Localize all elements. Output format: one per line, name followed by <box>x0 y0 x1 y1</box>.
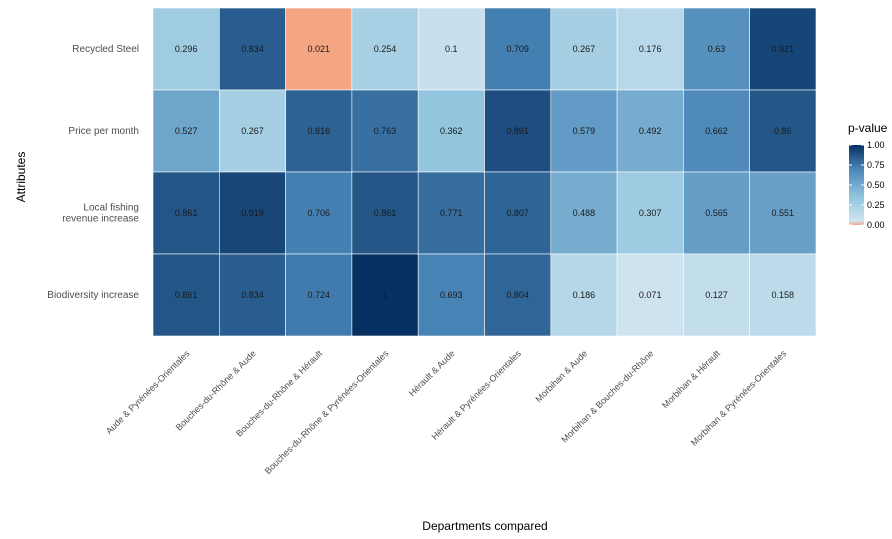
heatmap-cell <box>484 89 552 173</box>
heatmap-cell <box>616 253 684 337</box>
row-labels: Recycled Steel Price per month Local fishi… <box>47 44 139 301</box>
heatmap-cell <box>152 171 220 255</box>
legend-ticks: 1.00 0.75 0.50 0.25 0.00 <box>849 140 885 230</box>
cell-value-label: 0.267 <box>573 44 596 54</box>
heatmap-cells: 0.296 0.834 0.021 0.254 0.1 0.709 0.267 0.176 0.… <box>152 7 817 337</box>
heatmap-cell <box>417 253 485 337</box>
cell-value-label: 0.919 <box>241 208 264 218</box>
heatmap-cell <box>285 171 353 255</box>
heatmap-cell <box>351 7 419 91</box>
heatmap-cell <box>749 171 817 255</box>
heatmap-cell <box>351 253 419 337</box>
cell-value-label: 0.021 <box>308 44 331 54</box>
cell-value-label: 0.662 <box>705 126 728 136</box>
y-axis-title: Attributes <box>14 152 28 203</box>
cell-value-label: 0.891 <box>506 126 529 136</box>
legend-tick-label: 1.00 <box>867 140 885 150</box>
heatmap-cell <box>285 89 353 173</box>
row-label: Biodiversity increase <box>47 290 139 301</box>
heatmap-cell <box>683 171 751 255</box>
cell-value-label: 0.724 <box>308 290 331 300</box>
row-label: Local fishing revenue increase <box>62 203 139 225</box>
heatmap-cell <box>616 7 684 91</box>
cell-value-label: 0.127 <box>705 290 728 300</box>
cell-value-label: 1 <box>382 290 387 300</box>
legend-tick-label: 0.25 <box>867 200 885 210</box>
cell-value-label: 0.527 <box>175 126 198 136</box>
legend: p-value 1.00 0.75 0.50 0.25 0.00 <box>848 121 888 230</box>
legend-tick-label: 0.50 <box>867 180 885 190</box>
cell-value-label: 0.1 <box>445 44 458 54</box>
cell-value-label: 0.706 <box>308 208 331 218</box>
heatmap-cell <box>683 89 751 173</box>
x-axis-title: Departments compared <box>422 519 547 533</box>
cell-value-label: 0.579 <box>573 126 596 136</box>
cell-value-label: 0.804 <box>506 290 529 300</box>
column-label: Morbihan & Hérault <box>660 348 722 410</box>
heatmap-cell <box>749 253 817 337</box>
row-label: Price per month <box>68 126 139 137</box>
heatmap-cell <box>749 89 817 173</box>
heatmap-cell <box>550 253 618 337</box>
cell-value-label: 0.296 <box>175 44 198 54</box>
cell-value-label: 0.709 <box>506 44 529 54</box>
heatmap-cell <box>219 7 286 91</box>
cell-value-label: 0.834 <box>241 290 264 300</box>
heatmap-cell <box>285 7 353 91</box>
legend-tick-label: 0.00 <box>867 220 885 230</box>
heatmap-cell <box>616 171 684 255</box>
heatmap-cell <box>219 89 286 173</box>
heatmap-cell <box>417 7 485 91</box>
heatmap-cell <box>550 89 618 173</box>
cell-value-label: 0.86 <box>774 126 792 136</box>
cell-value-label: 0.307 <box>639 208 662 218</box>
column-labels: Aude & Pyrénées-OrientalesBouches-du-Rhô… <box>104 348 789 476</box>
cell-value-label: 0.693 <box>440 290 463 300</box>
cell-value-label: 0.071 <box>639 290 662 300</box>
cell-value-label: 0.834 <box>241 44 264 54</box>
heatmap-cell <box>484 7 552 91</box>
cell-value-label: 0.921 <box>772 44 795 54</box>
cell-value-label: 0.807 <box>506 208 529 218</box>
heatmap-cell <box>550 171 618 255</box>
cell-value-label: 0.771 <box>440 208 463 218</box>
heatmap-cell <box>417 171 485 255</box>
cell-value-label: 0.861 <box>374 208 397 218</box>
cell-value-label: 0.186 <box>573 290 596 300</box>
cell-value-label: 0.861 <box>175 290 198 300</box>
cell-value-label: 0.763 <box>374 126 397 136</box>
cell-value-label: 0.551 <box>772 208 795 218</box>
cell-value-label: 0.488 <box>573 208 596 218</box>
cell-value-label: 0.267 <box>241 126 264 136</box>
heatmap-cell <box>219 171 286 255</box>
legend-tick-label: 0.75 <box>867 160 885 170</box>
heatmap-cell <box>152 7 220 91</box>
heatmap-cell <box>152 253 220 337</box>
column-label: Morbihan & Aude <box>533 348 589 404</box>
row-label: Recycled Steel <box>72 44 139 55</box>
cell-value-label: 0.362 <box>440 126 463 136</box>
cell-value-label: 0.565 <box>705 208 728 218</box>
cell-value-label: 0.158 <box>772 290 795 300</box>
column-label: Hérault & Aude <box>407 348 457 398</box>
heatmap-cell <box>484 253 552 337</box>
legend-colorbar <box>849 145 864 225</box>
cell-value-label: 0.861 <box>175 208 198 218</box>
cell-value-label: 0.254 <box>374 44 397 54</box>
heatmap-cell <box>683 253 751 337</box>
legend-title: p-value <box>848 121 888 135</box>
column-label: Bouches-du-Rhône & Pyrénées-Orientales <box>263 348 391 476</box>
cell-value-label: 0.176 <box>639 44 662 54</box>
heatmap-cell <box>351 89 419 173</box>
cell-value-label: 0.63 <box>708 44 726 54</box>
heatmap-cell <box>616 89 684 173</box>
heatmap-cell <box>749 7 817 91</box>
cell-value-label: 0.492 <box>639 126 662 136</box>
cell-value-label: 0.816 <box>308 126 331 136</box>
heatmap-cell <box>417 89 485 173</box>
